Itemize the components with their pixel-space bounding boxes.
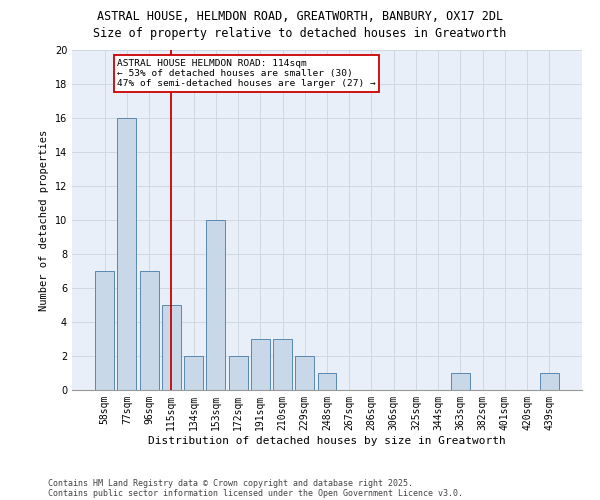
Bar (273, 339, 292, 390)
Text: ASTRAL HOUSE, HELMDON ROAD, GREATWORTH, BANBURY, OX17 2DL: ASTRAL HOUSE, HELMDON ROAD, GREATWORTH, … (97, 10, 503, 23)
Y-axis label: Number of detached properties: Number of detached properties (39, 130, 49, 310)
Bar (251, 339, 270, 390)
Bar (540, 373, 559, 390)
Text: Contains public sector information licensed under the Open Government Licence v3: Contains public sector information licen… (48, 488, 463, 498)
Bar (206, 220, 225, 390)
X-axis label: Distribution of detached houses by size in Greatworth: Distribution of detached houses by size … (148, 436, 506, 446)
Text: Size of property relative to detached houses in Greatworth: Size of property relative to detached ho… (94, 28, 506, 40)
Bar (118, 118, 136, 390)
Bar (295, 356, 314, 390)
Bar (140, 271, 158, 390)
Text: ASTRAL HOUSE HELMDON ROAD: 114sqm
← 53% of detached houses are smaller (30)
47% : ASTRAL HOUSE HELMDON ROAD: 114sqm ← 53% … (117, 58, 376, 88)
Text: Contains HM Land Registry data © Crown copyright and database right 2025.: Contains HM Land Registry data © Crown c… (48, 478, 413, 488)
Bar (184, 356, 203, 390)
Bar (229, 356, 248, 390)
Bar (162, 305, 181, 390)
Bar (317, 373, 337, 390)
Bar (451, 373, 470, 390)
Bar (95, 271, 114, 390)
